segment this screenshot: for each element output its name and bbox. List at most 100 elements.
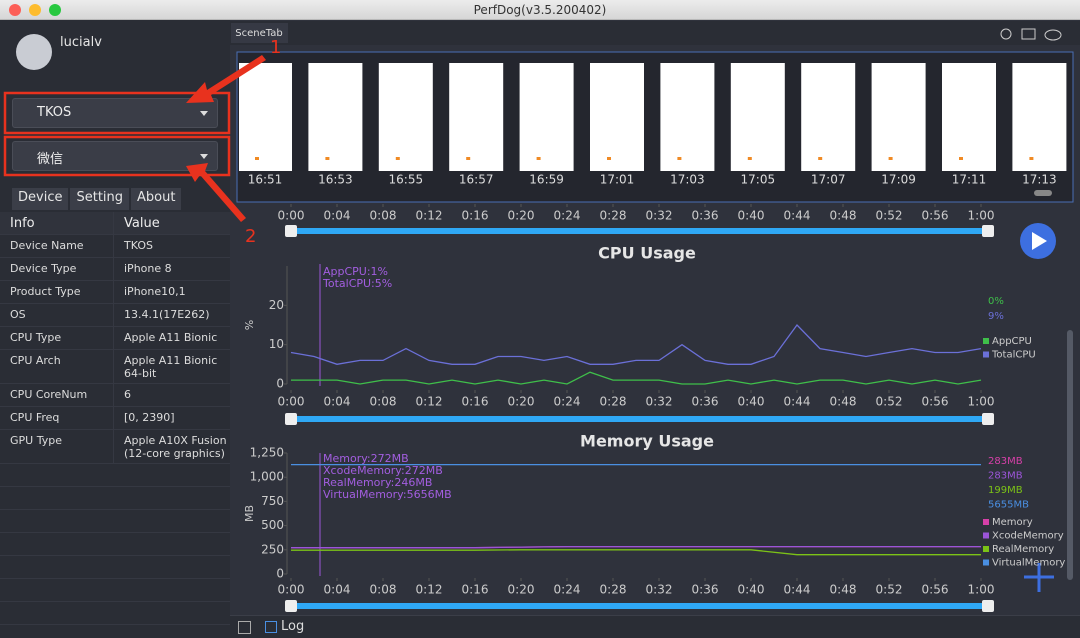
x-tick-label: 0:48: [830, 209, 857, 223]
x-tick-label: 0:40: [738, 395, 765, 409]
strip-scrollbar[interactable]: [1034, 190, 1052, 196]
empty-row: [0, 533, 230, 556]
folder-icon[interactable]: [1021, 28, 1036, 40]
play-button[interactable]: [1020, 223, 1056, 259]
x-tick-label: 0:24: [554, 209, 581, 223]
x-tick-label: 0:32: [646, 209, 673, 223]
annotation-label: 1: [270, 37, 281, 58]
legend-label: TotalCPU: [991, 350, 1036, 361]
scene-tab[interactable]: [231, 23, 288, 43]
empty-row: [0, 602, 230, 625]
x-tick-label: 0:44: [784, 395, 811, 409]
current-value: 5655MB: [988, 500, 1029, 511]
x-tick-label: 0:00: [278, 395, 305, 409]
app-select[interactable]: 微信: [12, 141, 218, 171]
series-line: [290, 323, 982, 365]
x-tick-label: 0:20: [508, 395, 535, 409]
annotation-label: 2: [245, 226, 256, 247]
legend-swatch: [983, 559, 989, 566]
window-title: PerfDog(v3.5.200402): [473, 3, 607, 17]
device-name: TKOS: [37, 105, 72, 120]
x-tick-label: 0:48: [830, 583, 857, 597]
tab[interactable]: Setting: [70, 188, 130, 210]
cursor-value: XcodeMemory:272MB: [323, 464, 443, 477]
x-tick-label: 0:52: [876, 583, 903, 597]
thumbnail: [519, 63, 574, 171]
slider-handle: [285, 413, 297, 425]
thumbnail-time: 17:09: [881, 173, 916, 187]
log-checkbox[interactable]: [265, 621, 277, 633]
x-tick-label: 0:52: [876, 395, 903, 409]
x-tick-label: 0:44: [784, 583, 811, 597]
table-cell: 6: [124, 388, 131, 401]
thumbnail-time: 16:57: [459, 173, 494, 187]
thumbnail-time: 16:55: [389, 173, 424, 187]
x-tick-label: 0:24: [554, 395, 581, 409]
table-cell: [0, 2390]: [124, 411, 175, 424]
x-tick-label: 0:20: [508, 209, 535, 223]
thumbnail-dot: [325, 157, 330, 160]
scene-tab-label: SceneTab: [235, 28, 282, 39]
y-tick-label: 1,250: [250, 446, 284, 460]
y-tick-label: 750: [261, 494, 284, 508]
x-tick-label: 0:20: [508, 583, 535, 597]
table-cell: 13.4.1(17E262): [124, 308, 210, 321]
table-cell: GPU Type: [0, 430, 114, 463]
cloud-icon[interactable]: [1044, 29, 1062, 41]
x-tick-label: 0:52: [876, 209, 903, 223]
close-button[interactable]: [9, 4, 21, 16]
minimize-button[interactable]: [29, 4, 41, 16]
cursor-value: AppCPU:1%: [323, 265, 388, 278]
x-tick-label: 0:16: [462, 583, 489, 597]
collapse-button[interactable]: [238, 621, 251, 634]
thumbnail: [801, 63, 856, 171]
table-row: CPU Type Apple A11 Bionic: [0, 327, 230, 350]
header-cell: Info: [0, 212, 114, 234]
table-row: CPU Arch Apple A11 Bionic 64-bit: [0, 350, 230, 384]
scrollbar[interactable]: [1067, 330, 1073, 580]
y-tick-label: 1,000: [250, 470, 284, 484]
x-tick-label: 0:36: [692, 583, 719, 597]
table-cell: OS: [0, 304, 114, 326]
legend-label: AppCPU: [992, 336, 1032, 347]
tab[interactable]: About: [131, 188, 182, 210]
thumbnail: [660, 63, 715, 171]
thumbnail-dot: [677, 157, 682, 160]
x-tick-label: 0:32: [646, 583, 673, 597]
x-tick-label: 0:04: [324, 583, 351, 597]
x-tick-label: 1:00: [968, 395, 995, 409]
location-icon[interactable]: [1000, 28, 1012, 40]
legend-label: RealMemory: [992, 544, 1054, 555]
thumbnail-dot: [747, 157, 752, 160]
thumbnail-time: 16:51: [248, 173, 283, 187]
device-select[interactable]: TKOS: [12, 98, 218, 128]
table-row: Device Name TKOS: [0, 235, 230, 258]
series-line: [291, 549, 981, 556]
table-row: CPU CoreNum 6: [0, 384, 230, 407]
timeline-slider: [291, 416, 988, 422]
current-value: 283MB: [988, 456, 1023, 467]
play-icon: [1032, 232, 1047, 250]
slider-handle: [982, 413, 994, 425]
thumbnail-time: 16:59: [529, 173, 564, 187]
series-line: [291, 371, 982, 385]
x-tick-label: 0:56: [922, 583, 949, 597]
tab[interactable]: Device: [12, 188, 69, 210]
x-tick-label: 0:04: [324, 209, 351, 223]
thumbnail-dot: [959, 157, 963, 160]
series-line: [291, 545, 981, 549]
thumbnail-dot: [536, 157, 541, 160]
add-button[interactable]: [1024, 563, 1054, 592]
table-cell: CPU CoreNum: [0, 384, 114, 406]
x-tick-label: 1:00: [968, 583, 995, 597]
zoom-button[interactable]: [49, 4, 61, 16]
legend-swatch: [983, 338, 989, 344]
avatar[interactable]: [16, 34, 52, 70]
bottom-bar: Log: [230, 615, 1080, 638]
table-cell: Product Type: [0, 281, 114, 303]
thumbnail: [1012, 63, 1067, 171]
thumbnail-time: 17:01: [600, 173, 635, 187]
x-tick-label: 1:00: [968, 209, 995, 223]
cursor-value: Memory:272MB: [323, 452, 409, 465]
thumbnail-dot: [395, 157, 400, 160]
